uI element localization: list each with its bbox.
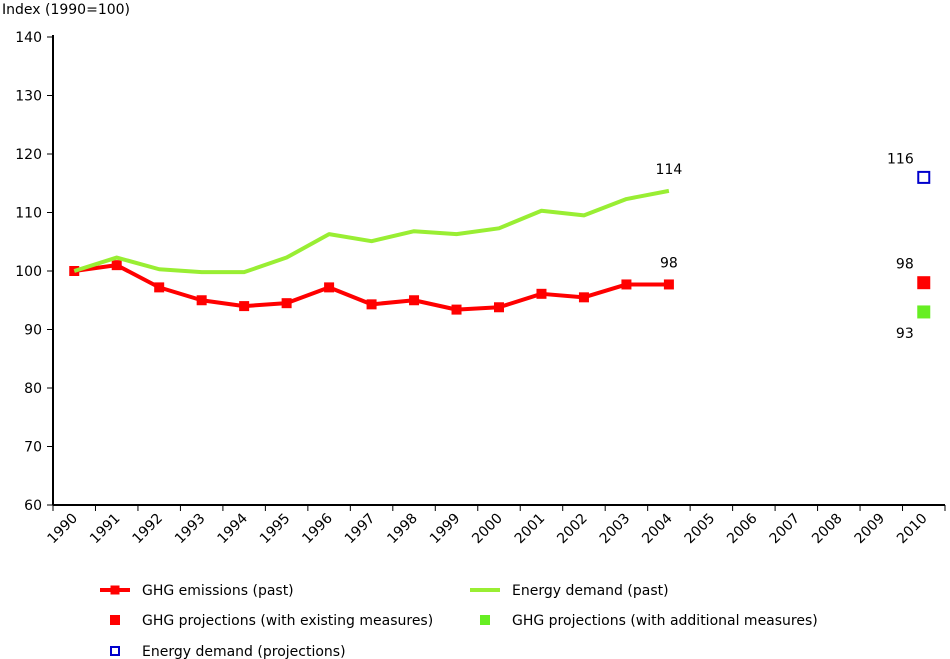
x-tick-label: 1994 <box>214 510 251 547</box>
legend-label: GHG projections (with existing measures) <box>142 613 433 629</box>
data-point <box>111 260 122 271</box>
data-point <box>239 301 250 312</box>
legend-swatch <box>110 615 120 625</box>
data-point <box>196 295 207 306</box>
data-point <box>621 279 632 290</box>
x-tick-label: 1995 <box>257 511 294 548</box>
x-tick-label: 2009 <box>852 511 889 548</box>
x-tick-label: 2006 <box>724 510 761 547</box>
data-label: 93 <box>896 326 914 342</box>
legend-label: Energy demand (projections) <box>142 644 346 659</box>
y-tick-label: 100 <box>15 264 42 280</box>
y-tick-label: 60 <box>24 498 42 514</box>
data-point <box>494 302 504 313</box>
series-3 <box>917 305 931 319</box>
legend-item-1: Energy demand (past) <box>470 583 669 599</box>
data-point <box>536 288 547 299</box>
series-2 <box>917 276 931 290</box>
series-4 <box>917 170 931 184</box>
x-tick-label: 1993 <box>172 511 209 548</box>
legend-swatch <box>110 646 120 656</box>
data-point <box>663 279 674 290</box>
y-tick-label: 120 <box>15 147 42 163</box>
data-label: 114 <box>656 162 683 178</box>
series-1 <box>73 188 670 275</box>
y-axis-title: Index (1990=100) <box>2 2 130 18</box>
legend-item-4: Energy demand (projections) <box>110 644 346 659</box>
x-tick-label: 2007 <box>767 511 804 548</box>
legend: GHG emissions (past) Energy demand (past)… <box>100 583 818 659</box>
legend-label: GHG emissions (past) <box>142 583 294 599</box>
x-tick-label: 2002 <box>554 511 591 548</box>
legend-swatch <box>480 615 490 625</box>
data-labels: 98 114 98 93 116 <box>656 151 914 342</box>
legend-item-2: GHG projections (with existing measures) <box>110 613 433 629</box>
legend-item-3: GHG projections (with additional measure… <box>480 613 818 629</box>
data-point <box>917 170 931 184</box>
x-tick-label: 1996 <box>299 510 336 547</box>
series-line <box>73 188 670 275</box>
x-tick-label: 2010 <box>894 511 931 548</box>
legend-label: GHG projections (with additional measure… <box>512 613 818 629</box>
data-point <box>154 282 165 293</box>
data-point <box>281 298 292 309</box>
data-point <box>409 295 420 306</box>
y-tick-label: 90 <box>24 323 42 339</box>
data-point <box>917 276 931 290</box>
y-tick-label: 130 <box>15 89 42 105</box>
data-point <box>366 299 377 310</box>
legend-item-0: GHG emissions (past) <box>100 583 294 599</box>
legend-marker <box>110 585 120 595</box>
data-label: 98 <box>896 257 914 273</box>
x-tick-label: 1991 <box>87 511 124 548</box>
y-tick-label: 110 <box>15 206 42 222</box>
legend-label: Energy demand (past) <box>512 583 669 599</box>
x-tick-label: 1990 <box>45 511 82 548</box>
x-tick-label: 2005 <box>682 511 719 548</box>
y-tick-label: 80 <box>24 381 42 397</box>
x-tick-label: 1997 <box>342 511 379 548</box>
x-tick-label: 2000 <box>469 511 506 548</box>
data-point <box>917 305 931 319</box>
x-tick-label: 1992 <box>130 511 167 548</box>
y-tick-label: 70 <box>24 440 42 456</box>
y-tick-label: 140 <box>15 30 42 46</box>
data-label: 98 <box>660 255 678 271</box>
x-tick-label: 2003 <box>597 511 634 548</box>
x-tick-label: 2004 <box>639 510 676 547</box>
data-label: 116 <box>887 151 914 167</box>
x-tick-label: 1999 <box>427 511 464 548</box>
x-tick-label: 1998 <box>384 511 421 548</box>
data-point <box>324 282 335 293</box>
x-tick-label: 2001 <box>512 511 549 548</box>
series-layer <box>69 170 931 319</box>
data-point <box>578 292 589 303</box>
x-tick-label: 2008 <box>809 511 846 548</box>
data-point <box>451 304 462 315</box>
